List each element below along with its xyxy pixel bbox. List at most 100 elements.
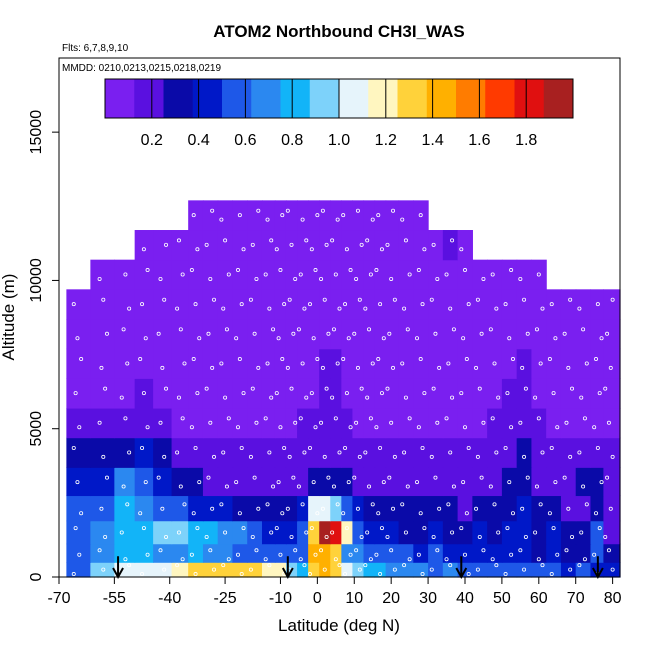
x-tick-label: -10 — [269, 590, 292, 607]
heatmap-cell — [363, 467, 376, 497]
sample-marker — [337, 450, 342, 455]
heatmap-cell — [171, 562, 189, 578]
sample-marker — [355, 506, 360, 511]
colorbar-swatch — [105, 79, 135, 118]
heatmap-cell — [442, 230, 459, 261]
heatmap-cell — [428, 520, 444, 545]
sample-marker — [223, 395, 228, 400]
heatmap-cell — [363, 318, 376, 350]
sample-marker — [119, 395, 124, 400]
sample-marker — [422, 247, 427, 252]
sample-marker — [533, 530, 538, 535]
sample-marker — [579, 530, 584, 535]
sample-marker — [505, 391, 510, 396]
sample-marker — [577, 563, 582, 568]
heatmap-cell — [352, 318, 365, 350]
sample-marker — [289, 534, 294, 539]
heatmap-cell — [575, 562, 592, 578]
sample-marker — [280, 213, 285, 218]
sample-marker — [304, 395, 309, 400]
heatmap-cell — [114, 378, 136, 409]
heatmap-cell — [560, 289, 577, 320]
heatmap-cell — [442, 378, 459, 409]
heatmap-cell — [247, 562, 263, 578]
heatmap-cell — [330, 407, 342, 439]
sample-marker — [274, 391, 279, 396]
sample-marker — [256, 506, 261, 511]
heatmap-cell — [202, 543, 219, 563]
heatmap-cell — [385, 437, 400, 468]
heatmap-cell — [90, 289, 115, 320]
sample-marker — [477, 386, 482, 391]
sample-marker — [407, 557, 412, 562]
heatmap-cell — [171, 543, 189, 563]
sample-marker — [219, 217, 224, 222]
heatmap-cell — [398, 230, 414, 261]
heatmap-cell — [516, 378, 533, 409]
sample-marker — [525, 331, 530, 336]
heatmap-cell — [352, 467, 365, 497]
heatmap-cell — [330, 467, 342, 497]
sample-marker — [121, 484, 126, 489]
heatmap-cell — [319, 495, 331, 522]
heatmap-cell — [261, 495, 276, 522]
sample-marker — [346, 336, 351, 341]
sample-marker — [119, 530, 124, 535]
heatmap-cell — [457, 520, 473, 545]
heatmap-cell — [413, 200, 429, 231]
heatmap-cell — [457, 289, 473, 320]
heatmap-cell — [114, 495, 136, 522]
sample-marker — [400, 217, 405, 222]
heatmap-cell — [531, 407, 547, 439]
sample-marker — [450, 238, 455, 243]
sample-marker — [138, 357, 143, 362]
heatmap-cell — [603, 289, 621, 320]
heatmap-cell — [501, 495, 518, 522]
sample-marker — [103, 386, 108, 391]
heatmap-cell — [352, 495, 365, 522]
sample-marker — [402, 563, 407, 568]
heatmap-cell — [516, 407, 533, 439]
heatmap-cell — [457, 407, 473, 439]
sample-marker — [178, 327, 183, 332]
sample-marker — [326, 331, 331, 336]
heatmap-cell — [546, 378, 562, 409]
sample-marker — [496, 530, 501, 535]
sample-marker — [378, 445, 383, 450]
heatmap-cell — [501, 259, 518, 290]
sample-marker — [392, 454, 397, 459]
y-tick-label: 0 — [28, 572, 45, 581]
heatmap-cell — [546, 437, 562, 468]
sample-marker — [466, 445, 471, 450]
sample-marker — [474, 506, 479, 511]
heatmap-cell — [90, 407, 115, 439]
heatmap-cell — [442, 467, 459, 497]
sample-marker — [564, 420, 569, 425]
x-tick-label: 60 — [530, 590, 548, 607]
heatmap-cell — [531, 562, 547, 578]
heatmap-cell — [428, 495, 444, 522]
sample-marker — [551, 391, 556, 396]
heatmap-cell — [217, 289, 234, 320]
heatmap-cell — [114, 318, 136, 350]
heatmap-cell — [363, 289, 376, 320]
sample-marker — [344, 526, 349, 531]
sample-marker — [223, 238, 228, 243]
heatmap-cell — [487, 543, 503, 563]
heatmap-cell — [188, 230, 204, 261]
sample-marker — [319, 548, 324, 553]
sample-marker — [402, 306, 407, 311]
heatmap-cell — [319, 289, 331, 320]
heatmap-cell — [501, 562, 518, 578]
sample-marker — [193, 445, 198, 450]
sample-marker — [304, 238, 309, 243]
heatmap-cell — [153, 437, 173, 468]
heatmap-cell — [341, 520, 354, 545]
heatmap-cell — [319, 348, 331, 379]
heatmap-cell — [472, 520, 488, 545]
sample-marker — [226, 557, 231, 562]
heatmap-cell — [531, 378, 547, 409]
heatmap-cell — [297, 378, 309, 409]
heatmap-cell — [531, 437, 547, 468]
sample-marker — [566, 506, 571, 511]
